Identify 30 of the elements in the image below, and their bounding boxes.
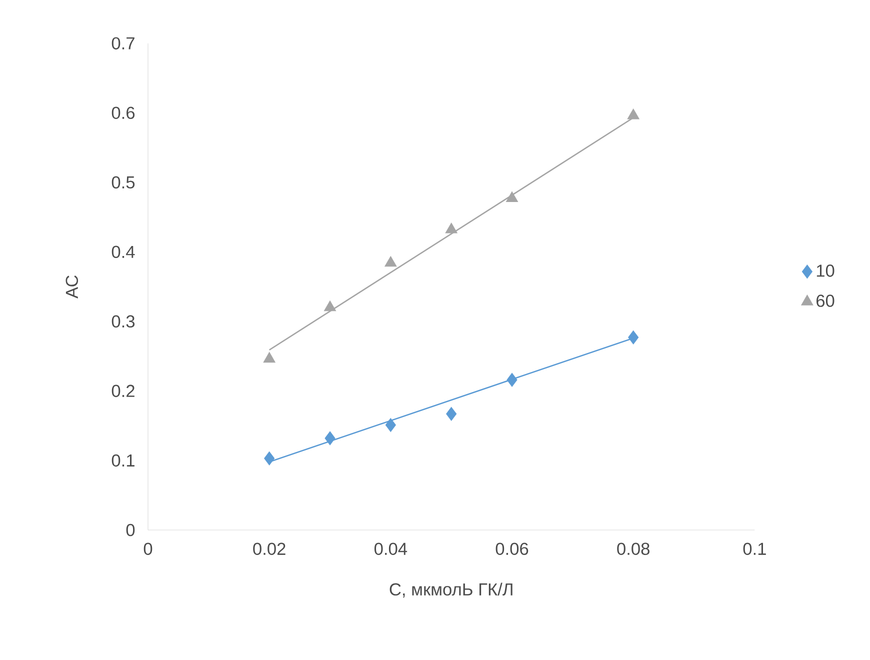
x-tick-label: 0.02 <box>253 542 286 555</box>
point <box>506 372 518 387</box>
legend-label: 10 <box>816 264 834 277</box>
y-tick-label: 0.3 <box>112 315 135 328</box>
point <box>263 352 276 363</box>
point <box>506 191 518 202</box>
y-axis-title: АС <box>66 275 78 298</box>
x-tick-label: 0.04 <box>374 542 408 555</box>
point <box>384 256 397 267</box>
point <box>628 330 639 344</box>
y-tick-label: 0.5 <box>112 176 135 189</box>
point <box>385 418 396 432</box>
point <box>445 222 458 234</box>
x-tick-label: 0.1 <box>743 542 766 555</box>
point <box>264 451 275 466</box>
x-tick-label: 0 <box>144 542 152 555</box>
y-tick-label: 0 <box>126 524 135 536</box>
point <box>324 300 336 312</box>
point <box>324 431 336 446</box>
x-axis-title: С, мкмолЬ ГК/Л <box>390 582 512 598</box>
y-tick-label: 0.7 <box>112 37 134 50</box>
legend-label: 60 <box>816 294 834 307</box>
point <box>446 406 457 421</box>
y-tick-label: 0.6 <box>112 106 135 119</box>
y-tick-label: 0.1 <box>112 454 134 467</box>
y-tick-label: 0.2 <box>112 384 134 398</box>
x-tick-label: 0.08 <box>617 542 650 555</box>
point <box>627 108 640 120</box>
x-tick-label: 0.06 <box>496 542 528 555</box>
y-tick-label: 0.4 <box>112 246 135 258</box>
